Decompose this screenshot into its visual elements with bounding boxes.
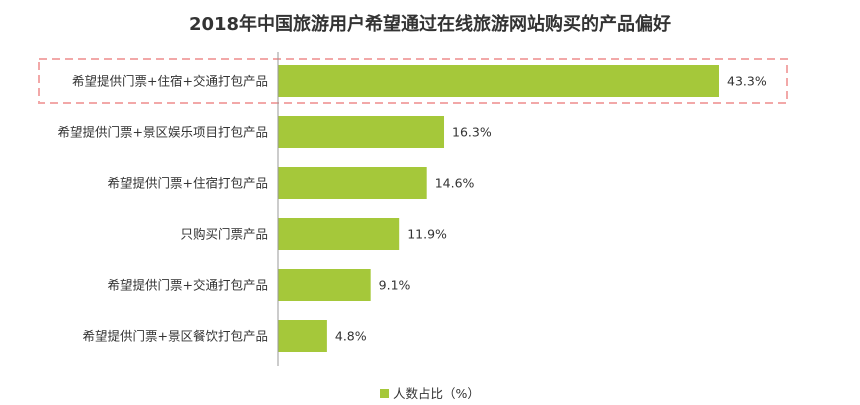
bar-group: 希望提供门票+景区餐饮打包产品 4.8% bbox=[83, 320, 367, 352]
bar-group: 希望提供门票+住宿打包产品 14.6% bbox=[108, 167, 475, 199]
bar-group: 只购买门票产品 11.9% bbox=[180, 218, 447, 250]
category-label: 希望提供门票+交通打包产品 bbox=[108, 278, 268, 293]
legend: 人数占比（%） bbox=[0, 383, 860, 402]
bar-group: 希望提供门票+住宿+交通打包产品 43.3% bbox=[72, 65, 767, 97]
category-label: 希望提供门票+住宿打包产品 bbox=[108, 176, 268, 191]
bar bbox=[278, 320, 327, 352]
value-label: 14.6% bbox=[435, 176, 475, 191]
bar bbox=[278, 116, 445, 148]
value-label: 9.1% bbox=[379, 278, 411, 293]
bar-group: 希望提供门票+交通打包产品 9.1% bbox=[108, 269, 411, 301]
category-label: 希望提供门票+景区餐饮打包产品 bbox=[83, 329, 268, 344]
bar bbox=[278, 167, 427, 199]
bar bbox=[278, 269, 371, 301]
legend-swatch bbox=[380, 389, 390, 398]
value-label: 4.8% bbox=[335, 329, 367, 344]
category-label: 只购买门票产品 bbox=[180, 227, 268, 242]
value-label: 11.9% bbox=[407, 227, 447, 242]
value-label: 16.3% bbox=[452, 125, 492, 140]
legend-label: 人数占比（%） bbox=[393, 386, 480, 401]
bar-group: 希望提供门票+景区娱乐项目打包产品 16.3% bbox=[58, 116, 492, 148]
highlight-box bbox=[38, 58, 788, 104]
bar-chart: 希望提供门票+住宿+交通打包产品 43.3% 希望提供门票+景区娱乐项目打包产品 16… bbox=[38, 52, 788, 366]
bar bbox=[278, 218, 400, 250]
value-label: 43.3% bbox=[727, 74, 767, 89]
chart-title: 2018年中国旅游用户希望通过在线旅游网站购买的产品偏好 bbox=[188, 14, 672, 35]
category-label: 希望提供门票+住宿+交通打包产品 bbox=[72, 74, 268, 89]
category-label: 希望提供门票+景区娱乐项目打包产品 bbox=[58, 125, 268, 140]
bar bbox=[278, 65, 719, 97]
